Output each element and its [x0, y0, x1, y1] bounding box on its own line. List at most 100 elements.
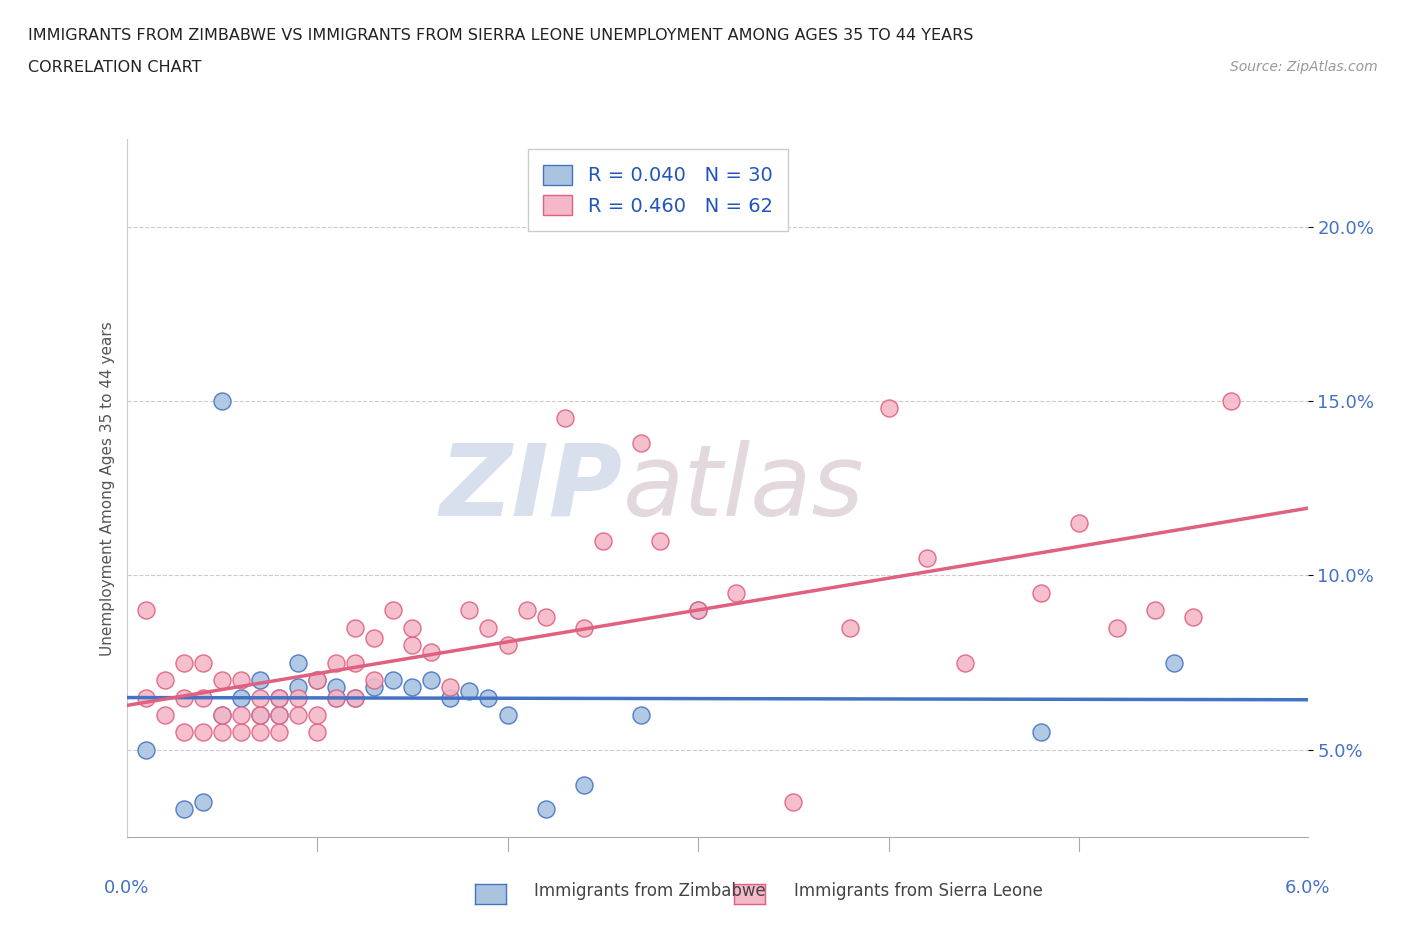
Point: [267, 690, 290, 705]
Point: [267, 708, 290, 723]
Point: [305, 708, 328, 723]
Text: Immigrants from Sierra Leone: Immigrants from Sierra Leone: [794, 882, 1043, 900]
Point: [572, 620, 595, 635]
Point: [191, 690, 214, 705]
Point: [1107, 620, 1129, 635]
Point: [534, 610, 557, 625]
Point: [305, 672, 328, 687]
Point: [1029, 586, 1052, 601]
Point: [592, 533, 614, 548]
Point: [211, 672, 233, 687]
Text: atlas: atlas: [623, 440, 865, 537]
Point: [401, 638, 423, 653]
Point: [1144, 603, 1167, 618]
Point: [153, 708, 176, 723]
Point: [325, 690, 347, 705]
Text: Source: ZipAtlas.com: Source: ZipAtlas.com: [1230, 60, 1378, 74]
Point: [325, 680, 347, 695]
Text: 0.0%: 0.0%: [104, 879, 149, 897]
Point: [173, 802, 195, 817]
Point: [325, 690, 347, 705]
Point: [191, 794, 214, 809]
Point: [267, 708, 290, 723]
Point: [401, 620, 423, 635]
Point: [686, 603, 709, 618]
Point: [267, 725, 290, 740]
Text: 6.0%: 6.0%: [1285, 879, 1330, 897]
Point: [401, 680, 423, 695]
Point: [1163, 656, 1185, 671]
Point: [1182, 610, 1205, 625]
Point: [153, 672, 176, 687]
Point: [572, 777, 595, 792]
Point: [344, 690, 367, 705]
Point: [458, 683, 481, 698]
Point: [229, 672, 252, 687]
Point: [382, 603, 405, 618]
Point: [191, 656, 214, 671]
Point: [496, 708, 519, 723]
Point: [287, 680, 309, 695]
Point: [344, 690, 367, 705]
Point: [1220, 393, 1243, 408]
Point: [249, 708, 271, 723]
Point: [725, 586, 748, 601]
Point: [135, 742, 157, 757]
Point: [229, 725, 252, 740]
Point: [249, 672, 271, 687]
Point: [135, 603, 157, 618]
Text: ZIP: ZIP: [440, 440, 623, 537]
Point: [458, 603, 481, 618]
Point: [915, 551, 938, 565]
Point: [211, 708, 233, 723]
Point: [630, 435, 652, 450]
Legend: R = 0.040   N = 30, R = 0.460   N = 62: R = 0.040 N = 30, R = 0.460 N = 62: [527, 149, 789, 232]
Point: [953, 656, 976, 671]
Point: [249, 690, 271, 705]
Point: [344, 656, 367, 671]
Point: [554, 411, 576, 426]
Text: Immigrants from Zimbabwe: Immigrants from Zimbabwe: [534, 882, 766, 900]
Point: [229, 690, 252, 705]
Point: [877, 401, 900, 416]
Point: [287, 708, 309, 723]
Point: [287, 656, 309, 671]
Point: [344, 620, 367, 635]
Point: [1029, 725, 1052, 740]
Point: [420, 644, 443, 659]
Point: [363, 680, 385, 695]
Point: [439, 680, 461, 695]
Point: [325, 656, 347, 671]
Point: [229, 708, 252, 723]
Point: [630, 708, 652, 723]
Point: [191, 725, 214, 740]
Point: [249, 725, 271, 740]
Point: [782, 794, 804, 809]
Point: [382, 672, 405, 687]
Point: [363, 672, 385, 687]
Point: [1067, 515, 1090, 530]
Point: [686, 603, 709, 618]
Text: CORRELATION CHART: CORRELATION CHART: [28, 60, 201, 75]
Point: [211, 725, 233, 740]
Point: [135, 690, 157, 705]
Point: [173, 725, 195, 740]
Point: [363, 631, 385, 645]
Point: [173, 690, 195, 705]
Point: [496, 638, 519, 653]
Point: [516, 603, 538, 618]
Point: [839, 620, 862, 635]
Point: [211, 393, 233, 408]
Point: [534, 802, 557, 817]
Point: [173, 656, 195, 671]
Y-axis label: Unemployment Among Ages 35 to 44 years: Unemployment Among Ages 35 to 44 years: [100, 321, 115, 656]
Point: [287, 690, 309, 705]
Point: [648, 533, 671, 548]
Point: [267, 690, 290, 705]
Text: IMMIGRANTS FROM ZIMBABWE VS IMMIGRANTS FROM SIERRA LEONE UNEMPLOYMENT AMONG AGES: IMMIGRANTS FROM ZIMBABWE VS IMMIGRANTS F…: [28, 28, 973, 43]
Point: [477, 620, 499, 635]
Point: [420, 672, 443, 687]
Point: [477, 690, 499, 705]
Point: [249, 708, 271, 723]
Point: [305, 672, 328, 687]
